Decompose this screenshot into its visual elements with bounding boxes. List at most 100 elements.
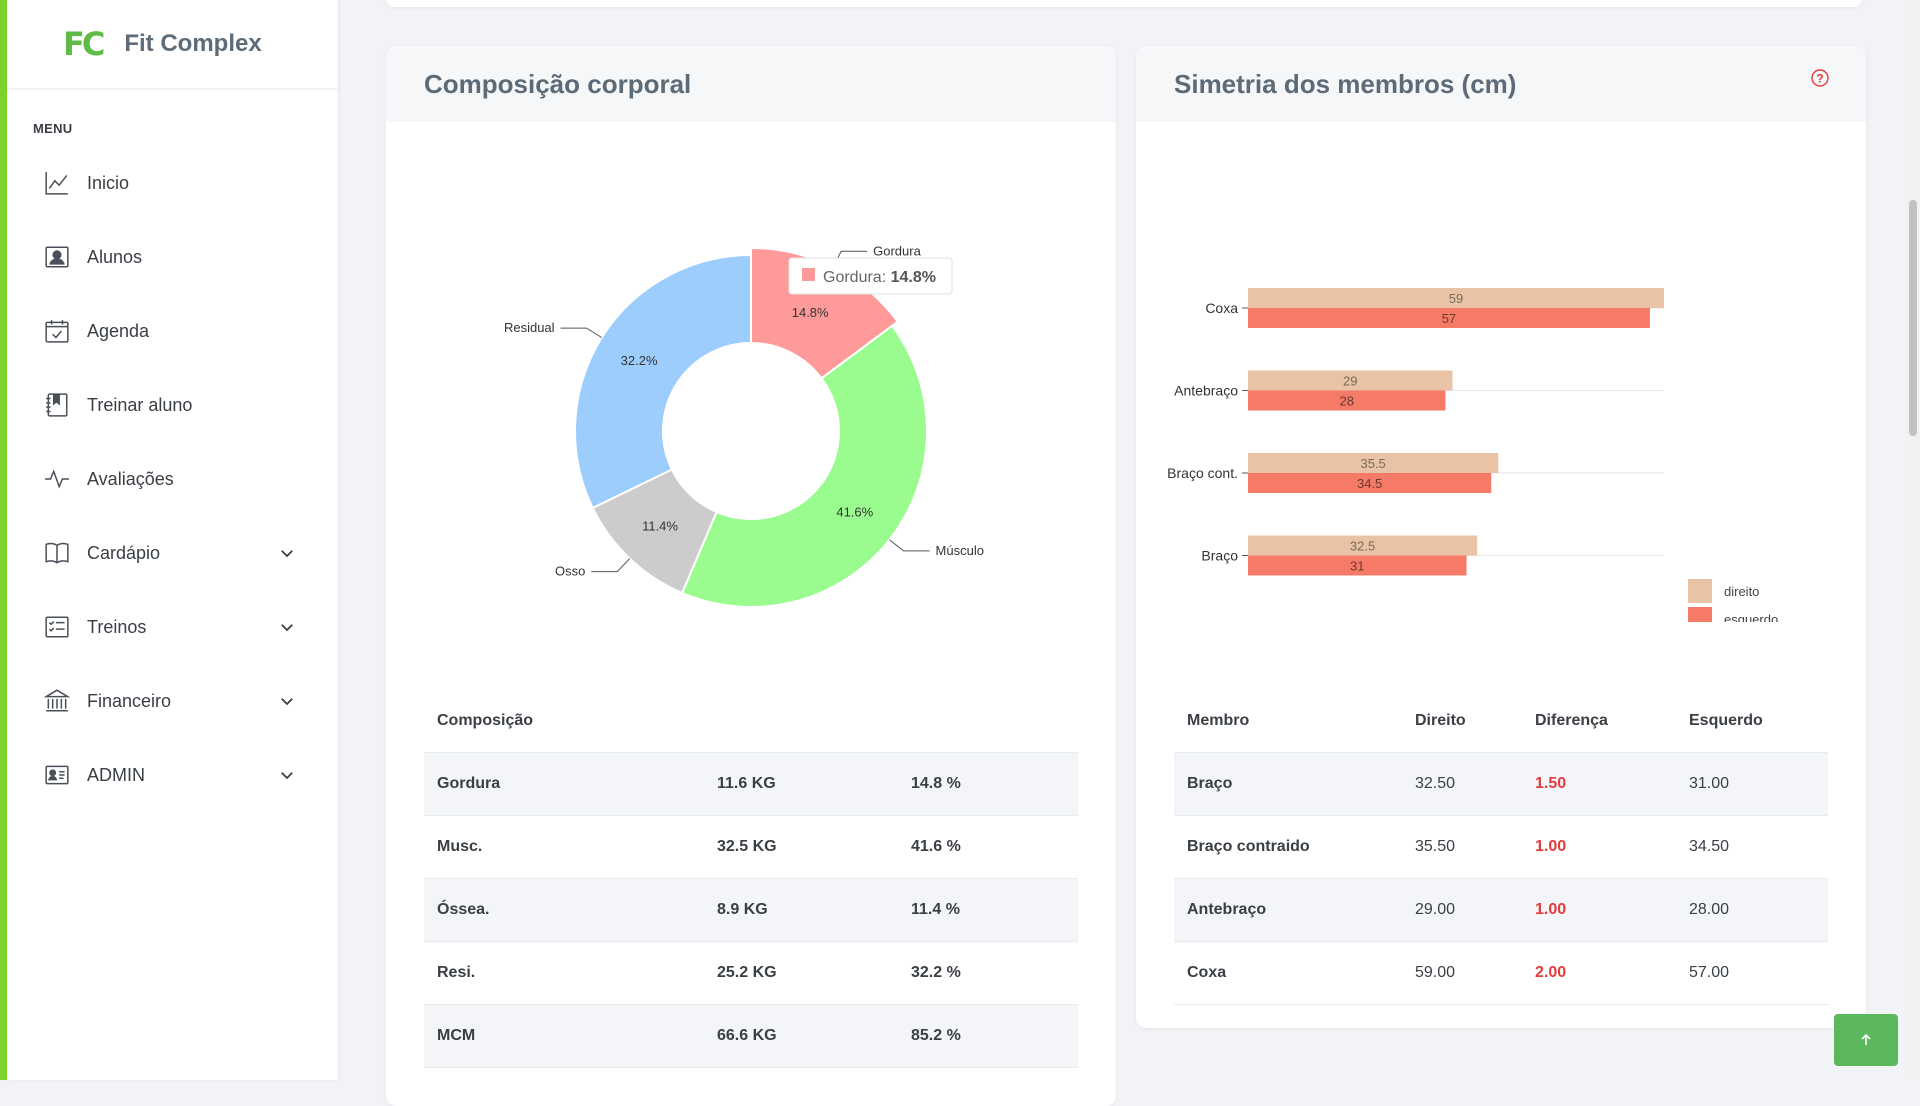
legend-label-direito: direito — [1724, 584, 1759, 599]
tooltip-swatch — [802, 268, 815, 281]
book-open-icon — [43, 539, 71, 567]
membro-name: Braço — [1174, 752, 1402, 816]
bank-icon — [43, 687, 71, 715]
donut-leader-line — [889, 539, 930, 552]
composition-pct: 11.4 % — [898, 878, 1078, 942]
composition-chart: 14.8% Gordura 41.6% Músculo 11.4% Osso 32.2% Re… — [386, 122, 1116, 677]
bar-direito — [1248, 288, 1664, 308]
membro-diferenca: 2.00 — [1522, 941, 1676, 1005]
composition-kg: 32.5 KG — [704, 815, 898, 879]
help-icon[interactable]: ? — [1810, 68, 1830, 88]
chevron-down-icon[interactable] — [278, 618, 296, 636]
table-row: Coxa 59.00 2.00 57.00 — [1174, 941, 1828, 1005]
symmetry-bar-chart: Coxa 59 57 Antebraço 29 28 Braço cont. 35.5 34.5… — [1167, 288, 1778, 631]
membro-direito: 35.50 — [1402, 815, 1522, 879]
sidebar-item-agenda[interactable]: Agenda — [7, 294, 338, 368]
membro-name: Coxa — [1174, 941, 1402, 1005]
symmetry-chart: Coxa 59 57 Antebraço 29 28 Braço cont. 35.5 34.5… — [1136, 122, 1866, 631]
composition-title: Composição corporal — [424, 68, 692, 99]
composition-name: MCM — [424, 1004, 704, 1068]
bar-value-label: 59 — [1449, 291, 1463, 306]
symmetry-card: Simetria dos membros (cm) ? Coxa 59 57 Ante… — [1136, 46, 1866, 1028]
category-label: Braço cont. — [1167, 465, 1238, 481]
sidebar-item-financeiro[interactable]: Financeiro — [7, 664, 338, 738]
chevron-down-icon[interactable] — [278, 692, 296, 710]
legend-label-esquerdo: esquerdo — [1724, 612, 1778, 622]
donut-category-label: Residual — [504, 320, 555, 335]
id-card-icon — [43, 761, 71, 789]
donut-leader-line — [560, 327, 603, 339]
chart-line-icon — [43, 169, 71, 197]
membro-esquerdo: 34.50 — [1676, 815, 1828, 879]
composition-pct: 32.2 % — [898, 941, 1078, 1005]
table-row: MCM 66.6 KG 85.2 % — [424, 1004, 1078, 1068]
logo[interactable]: FC Fit Complex — [7, 0, 338, 89]
sidebar-item-label: Alunos — [87, 246, 143, 267]
symmetry-table: Membro Direito Diferença Esquerdo Braço … — [1174, 690, 1828, 1005]
membro-esquerdo: 31.00 — [1676, 752, 1828, 816]
bar-value-label: 31 — [1350, 559, 1364, 574]
page-scrollbar[interactable] — [1906, 0, 1920, 1080]
sidebar-item-label: ADMIN — [87, 764, 145, 785]
composition-name: Gordura — [424, 752, 704, 816]
sidebar-item-treinos[interactable]: Treinos — [7, 590, 338, 664]
composition-kg: 8.9 KG — [704, 878, 898, 942]
table-header-diferenca: Diferença — [1535, 712, 1608, 729]
bar-value-label: 34.5 — [1357, 476, 1382, 491]
bar-value-label: 28 — [1339, 394, 1353, 409]
sidebar-item-admin[interactable]: ADMIN — [7, 738, 338, 812]
sidebar-item-label: Treinos — [87, 616, 147, 637]
bookmark-book-icon — [43, 391, 71, 419]
donut-slice-gordura — [750, 246, 900, 380]
arrow-up-icon — [1861, 1033, 1871, 1045]
composition-pct: 41.6 % — [898, 815, 1078, 879]
logo-text: Fit Complex — [124, 30, 262, 57]
scrollbar-thumb[interactable] — [1909, 200, 1917, 436]
composition-kg: 11.6 KG — [704, 752, 898, 816]
composition-donut-chart: 14.8% Gordura 41.6% Músculo 11.4% Osso 32.2% Re… — [504, 243, 984, 608]
bar-direito — [1248, 535, 1478, 556]
composition-card: Composição corporal 14.8% Gordura 41.6% Mús… — [386, 46, 1116, 1106]
calendar-check-icon — [43, 317, 71, 345]
composition-name: Óssea. — [424, 878, 704, 942]
tooltip-label: Gordura: 14.8% — [823, 269, 936, 286]
table-header-direito: Direito — [1415, 712, 1466, 729]
bar-esquerdo — [1248, 308, 1650, 328]
logo-mark: FC — [63, 25, 105, 63]
table-header-esquerdo: Esquerdo — [1689, 712, 1763, 729]
legend-swatch-esquerdo — [1688, 607, 1712, 631]
sidebar-item-label: Agenda — [87, 320, 150, 341]
donut-tooltip: Gordura: 14.8% — [788, 257, 953, 295]
chevron-down-icon[interactable] — [278, 766, 296, 784]
table-header-membro: Membro — [1187, 712, 1250, 729]
membro-diferenca: 1.50 — [1522, 752, 1676, 816]
table-row: Gordura 11.6 KG 14.8 % — [424, 752, 1078, 816]
donut-category-label: Músculo — [936, 543, 984, 558]
membro-name: Antebraço — [1174, 878, 1402, 942]
sidebar-item-label: Financeiro — [87, 690, 172, 711]
bar-value-label: 32.5 — [1350, 539, 1375, 554]
bar-value-label: 57 — [1442, 311, 1456, 326]
composition-pct: 85.2 % — [898, 1004, 1078, 1068]
sidebar-item-cardapio[interactable]: Cardápio — [7, 516, 338, 590]
category-label: Coxa — [1205, 300, 1238, 316]
sidebar-item-treinar-aluno[interactable]: Treinar aluno — [7, 368, 338, 442]
bar-direito — [1248, 453, 1499, 473]
donut-category-label: Osso — [555, 564, 585, 579]
membro-direito: 59.00 — [1402, 941, 1522, 1005]
category-label: Braço — [1201, 548, 1238, 564]
donut-value-label: 14.8% — [792, 305, 829, 320]
tooltip-box — [788, 257, 953, 295]
sidebar: FC Fit Complex MENU Inicio Alunos Agenda — [7, 0, 338, 1080]
tooltip-value: 14.8% — [891, 269, 936, 286]
sidebar-item-label: Avaliações — [87, 468, 174, 489]
scroll-to-top-button[interactable] — [1834, 1014, 1898, 1066]
chevron-down-icon[interactable] — [278, 544, 296, 562]
sidebar-item-alunos[interactable]: Alunos — [7, 220, 338, 294]
sidebar-item-inicio[interactable]: Inicio — [7, 146, 338, 220]
sidebar-item-avaliacoes[interactable]: Avaliações — [7, 442, 338, 516]
composition-kg: 25.2 KG — [704, 941, 898, 1005]
svg-text:?: ? — [1816, 72, 1823, 86]
composition-table: Composição Gordura 11.6 KG 14.8 % Musc. … — [424, 690, 1078, 1068]
activity-icon — [43, 465, 71, 493]
